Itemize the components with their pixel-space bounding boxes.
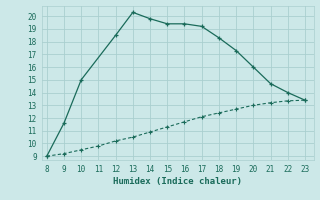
X-axis label: Humidex (Indice chaleur): Humidex (Indice chaleur) <box>113 177 242 186</box>
